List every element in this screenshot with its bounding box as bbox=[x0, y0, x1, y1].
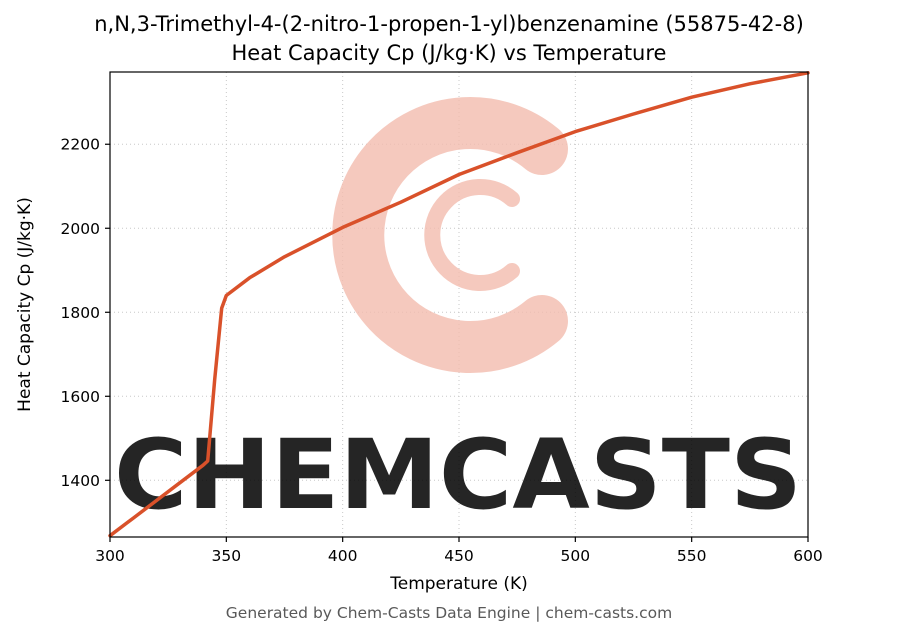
watermark-logo bbox=[332, 97, 568, 373]
x-tick-label: 550 bbox=[677, 547, 707, 565]
y-axis-label: Heat Capacity Cp (J/kg·K) bbox=[15, 197, 35, 412]
chart-title-line1: n,N,3-Trimethyl-4-(2-nitro-1-propen-1-yl… bbox=[94, 12, 804, 36]
x-tick-label: 500 bbox=[561, 547, 591, 565]
chart-title: n,N,3-Trimethyl-4-(2-nitro-1-propen-1-yl… bbox=[0, 10, 898, 68]
cp-line-series bbox=[108, 71, 810, 538]
y-tick-label: 1400 bbox=[61, 472, 100, 490]
x-axis-label: Temperature (K) bbox=[389, 574, 528, 594]
x-tick-label: 450 bbox=[444, 547, 474, 565]
x-tick-label: 350 bbox=[212, 547, 242, 565]
x-tick-label: 300 bbox=[95, 547, 125, 565]
y-tick-label: 1800 bbox=[61, 304, 100, 322]
x-tick-label: 400 bbox=[328, 547, 358, 565]
footer-attribution: Generated by Chem-Casts Data Engine | ch… bbox=[225, 604, 673, 622]
chart-title-line2: Heat Capacity Cp (J/kg·K) vs Temperature bbox=[231, 41, 667, 65]
y-tick-label: 2200 bbox=[61, 136, 100, 154]
y-tick-label: 1600 bbox=[61, 388, 100, 406]
x-tick-label: 600 bbox=[793, 547, 823, 565]
y-tick-label: 2000 bbox=[61, 220, 100, 238]
watermark-text: CHEMCASTS bbox=[114, 419, 802, 531]
